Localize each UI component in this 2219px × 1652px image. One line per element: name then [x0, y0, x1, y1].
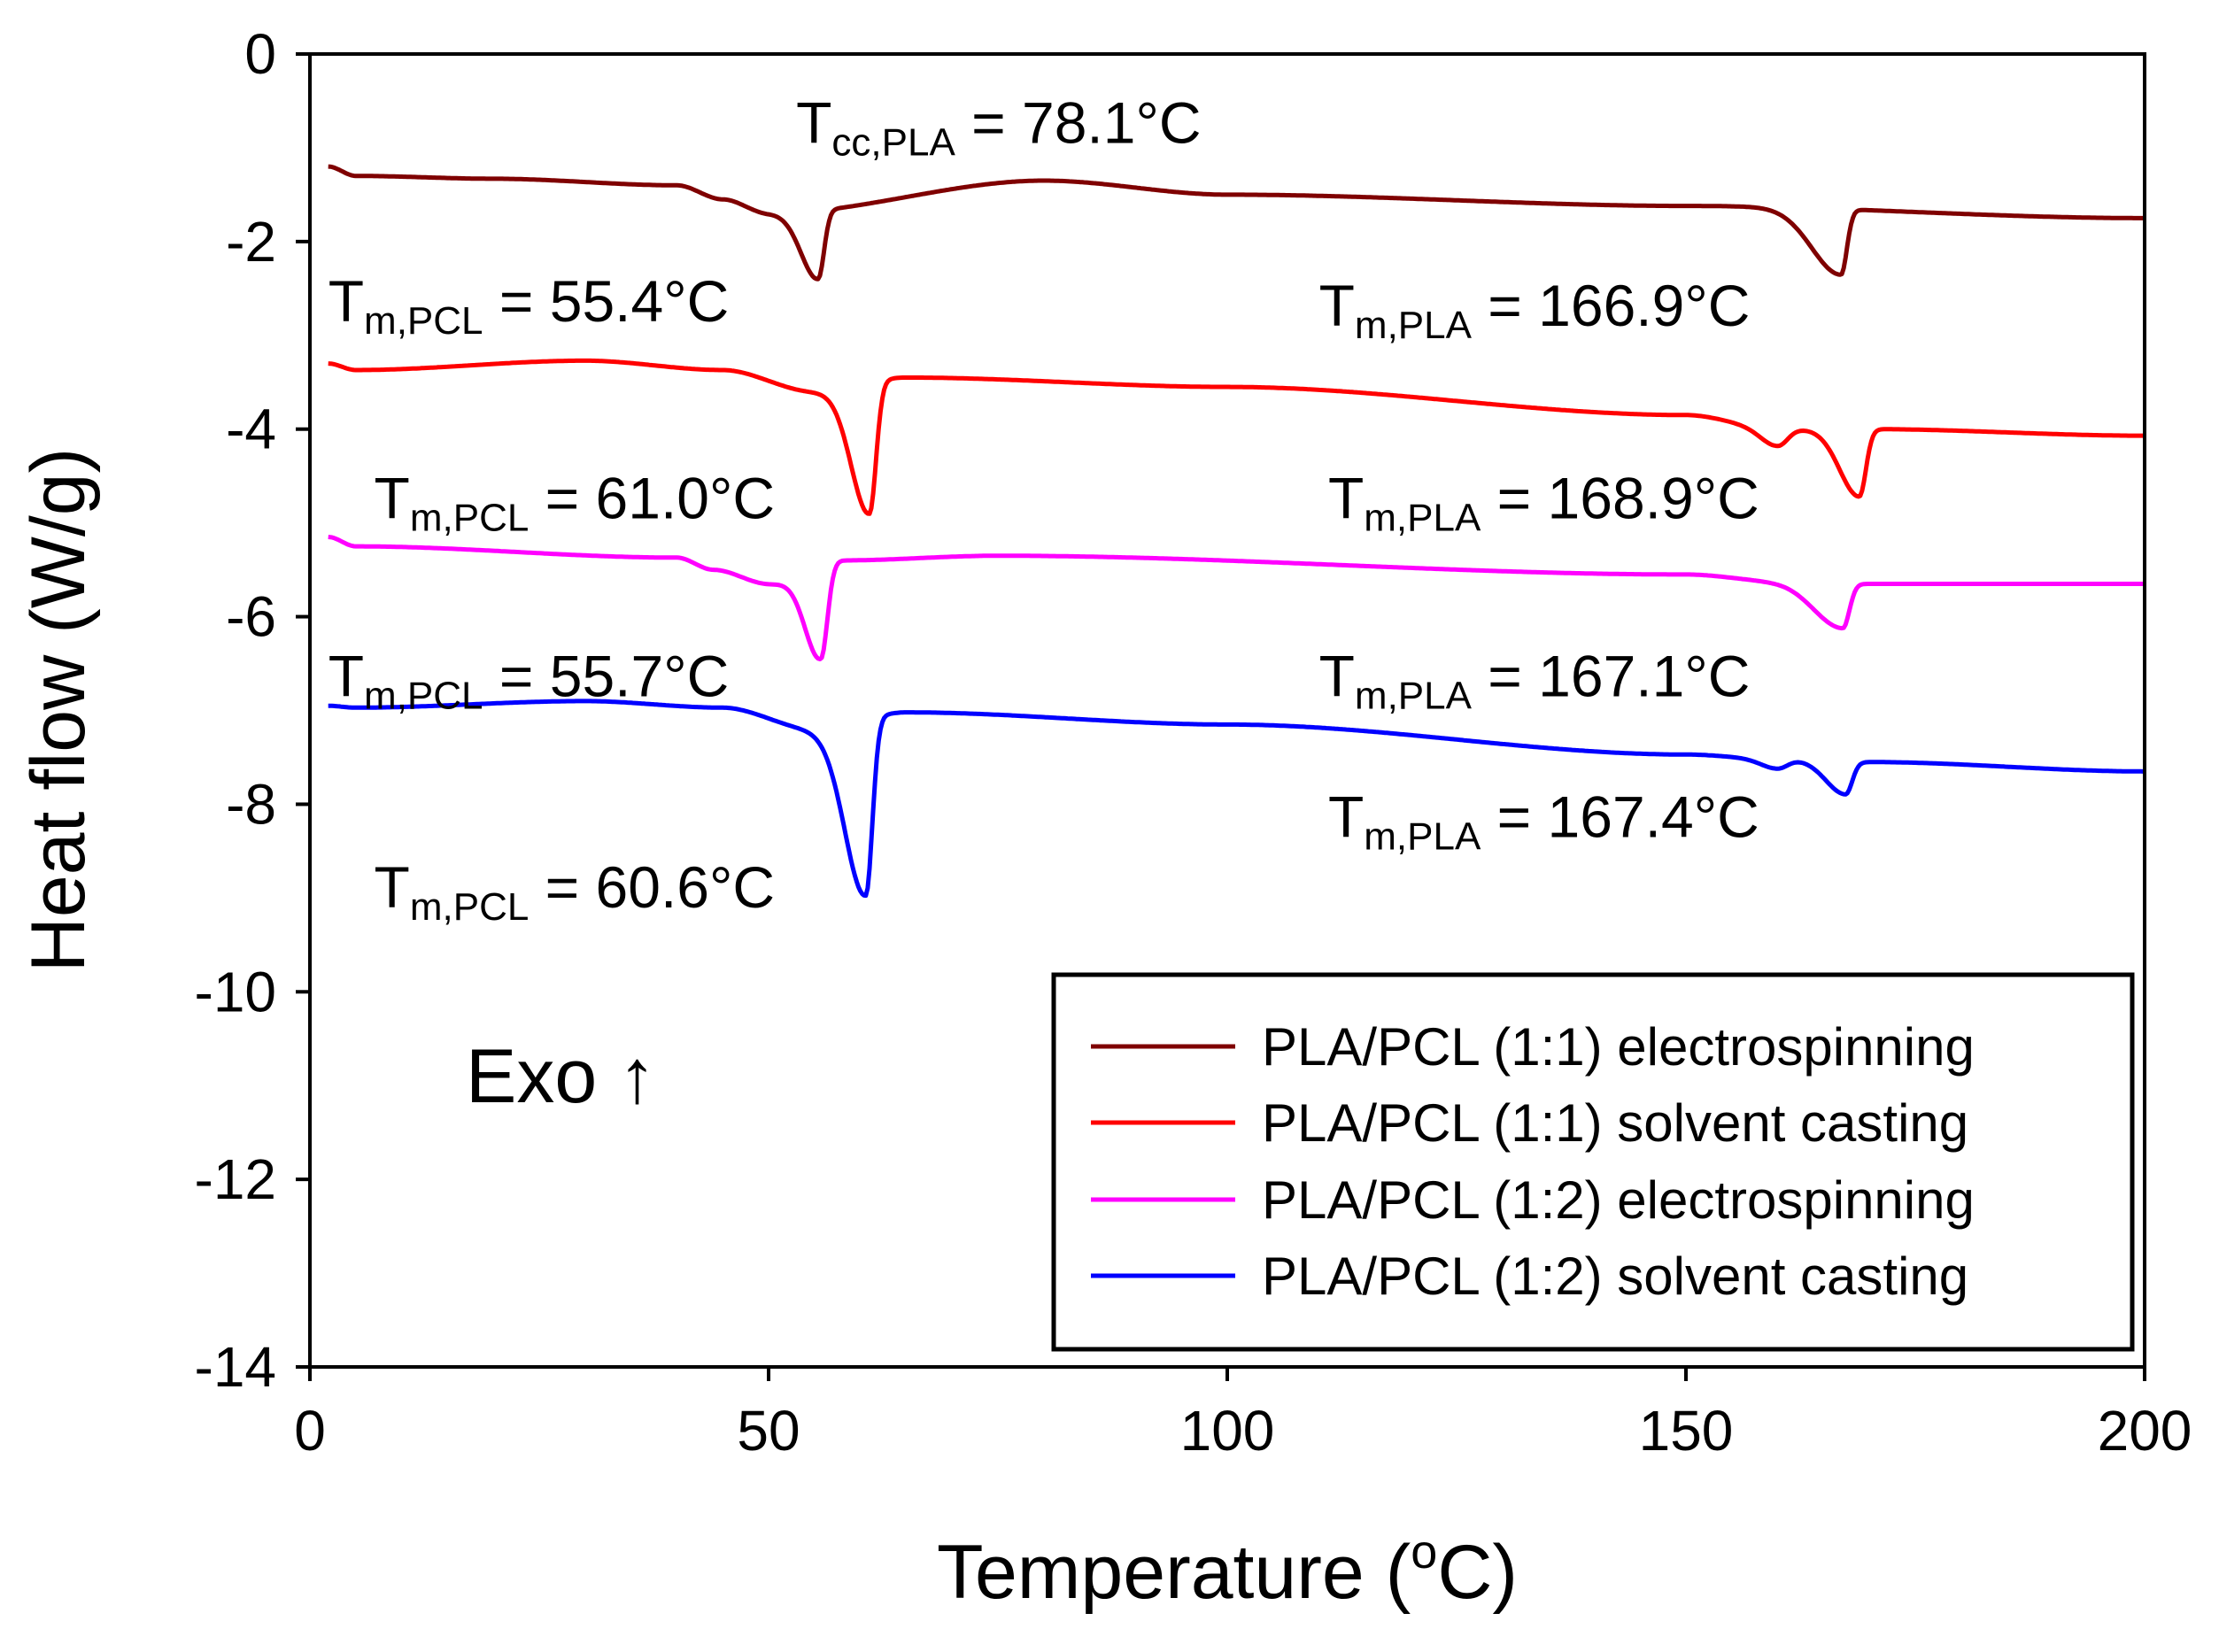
- plot-frame: [308, 52, 2146, 1369]
- ann-tm-pla-2-value: = 168.9°C: [1481, 465, 1759, 530]
- ann-tm-pcl-1-symbol: T: [329, 268, 364, 334]
- ann-tm-pcl-1: Tm,PCL = 55.4°C: [329, 268, 730, 343]
- ann-tm-pla-4-value: = 167.4°C: [1481, 784, 1759, 850]
- ann-tm-pcl-3-value: = 55.7°C: [483, 644, 730, 709]
- x-tick-label-3: 150: [1639, 1399, 1734, 1463]
- ann-tm-pla-4-subscript: m,PLA: [1364, 815, 1481, 859]
- x-axis-title: Temperature (oC): [937, 1525, 1518, 1615]
- x-tick-label-0: 0: [294, 1399, 326, 1463]
- ann-tm-pla-3-value: = 167.1°C: [1472, 644, 1750, 709]
- ann-tm-pcl-2-symbol: T: [375, 465, 410, 530]
- ann-tm-pla-1-subscript: m,PLA: [1355, 304, 1473, 347]
- ann-tm-pcl-4-value: = 60.6°C: [529, 854, 775, 920]
- ann-tm-pla-4-symbol: T: [1328, 784, 1364, 850]
- x-tick-label-2: 100: [1180, 1399, 1275, 1463]
- exo-label: Exo ↑: [466, 1034, 656, 1119]
- ann-tm-pcl-1-subscript: m,PCL: [364, 299, 483, 343]
- ann-tm-pla-4: Tm,PLA = 167.4°C: [1328, 784, 1759, 859]
- series-line-1: [328, 358, 2146, 516]
- ann-tm-pcl-3: Tm,PCL = 55.7°C: [329, 644, 730, 718]
- y-axis-title: Heat flow (W/g): [16, 448, 101, 973]
- ann-tm-pcl-2-value: = 61.0°C: [529, 465, 775, 530]
- legend-box: [1051, 972, 2135, 1352]
- y-tick-label-3: -6: [226, 585, 276, 649]
- legend: PLA/PCL (1:1) electrospinning PLA/PCL (1:…: [1051, 972, 2135, 1352]
- series-layer: [328, 164, 2146, 899]
- ann-tm-pla-3-subscript: m,PLA: [1355, 675, 1473, 718]
- ann-tm-pcl-3-subscript: m,PCL: [364, 675, 483, 718]
- ann-tcc-pla-symbol: T: [796, 90, 831, 156]
- ann-tm-pcl-3-symbol: T: [329, 644, 364, 709]
- ann-tm-pla-2: Tm,PLA = 168.9°C: [1328, 465, 1759, 539]
- y-tick-label-1: -2: [226, 210, 276, 274]
- x-tick-label-4: 200: [2098, 1399, 2192, 1463]
- ticks-layer: 0 50 100 150 200 0 -2 -4 -6 -8 -10 -12 -14: [195, 22, 2192, 1463]
- ann-tm-pcl-2: Tm,PCL = 61.0°C: [375, 465, 776, 539]
- ann-tcc-pla-subscript: cc,PLA: [831, 121, 955, 165]
- ann-tm-pla-1: Tm,PLA = 166.9°C: [1319, 273, 1751, 347]
- ann-tm-pcl-2-subscript: m,PCL: [410, 496, 529, 539]
- ann-tm-pcl-4-subscript: m,PCL: [410, 885, 529, 929]
- series-line-3: [328, 699, 2146, 899]
- annotations-layer: Tcc,PLA = 78.1°CTm,PCL = 55.4°C Tm,PLA = …: [329, 90, 1759, 929]
- y-tick-label-7: -14: [195, 1335, 277, 1399]
- legend-label-3: PLA/PCL (1:2) solvent casting: [1262, 1247, 1968, 1306]
- x-tick-label-1: 50: [737, 1399, 800, 1463]
- ann-tm-pcl-4: Tm,PCL = 60.6°C: [375, 854, 776, 929]
- legend-label-2: PLA/PCL (1:2) electrospinning: [1262, 1170, 1975, 1230]
- y-tick-label-0: 0: [244, 22, 276, 86]
- ann-tcc-pla-value: = 78.1°C: [955, 90, 1202, 156]
- ann-tm-pla-2-subscript: m,PLA: [1364, 496, 1481, 539]
- series-line-2: [328, 535, 2146, 661]
- y-tick-label-2: -4: [226, 398, 276, 461]
- ann-tcc-pla: Tcc,PLA = 78.1°C: [796, 90, 1201, 165]
- ann-tm-pcl-1-value: = 55.4°C: [483, 268, 730, 334]
- y-tick-label-6: -12: [195, 1147, 277, 1211]
- y-tick-label-4: -8: [226, 772, 276, 836]
- legend-label-1: PLA/PCL (1:1) solvent casting: [1262, 1093, 1968, 1153]
- x-axis-title-sup: o: [1411, 1525, 1437, 1579]
- ann-tm-pla-3: Tm,PLA = 167.1°C: [1319, 644, 1751, 718]
- ann-tm-pla-1-symbol: T: [1319, 273, 1355, 338]
- x-axis-title-main: Temperature (: [937, 1530, 1411, 1615]
- ann-tm-pla-3-symbol: T: [1319, 644, 1355, 709]
- ann-tm-pla-1-value: = 166.9°C: [1472, 273, 1750, 338]
- series-line-0: [328, 164, 2146, 282]
- ann-tm-pcl-4-symbol: T: [375, 854, 410, 920]
- ann-tm-pla-2-symbol: T: [1328, 465, 1364, 530]
- y-tick-label-5: -10: [195, 960, 277, 1023]
- legend-label-0: PLA/PCL (1:1) electrospinning: [1262, 1017, 1975, 1077]
- legend-items: PLA/PCL (1:1) electrospinning PLA/PCL (1:…: [1091, 1017, 1975, 1306]
- x-axis-title-end: C): [1437, 1530, 1518, 1615]
